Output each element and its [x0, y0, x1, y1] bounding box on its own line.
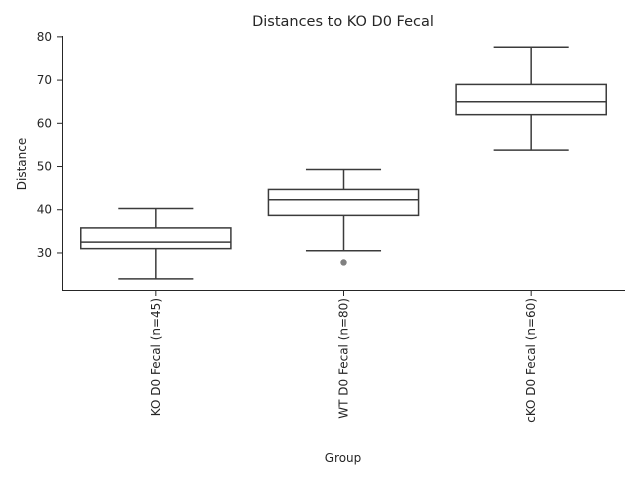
y-tick-label: 40: [37, 203, 52, 217]
y-tick: 50: [37, 160, 62, 174]
y-tick: 70: [37, 73, 62, 87]
y-tick-label: 70: [37, 73, 52, 87]
box-group: [80, 207, 232, 280]
x-tick: cKO D0 Fecal (n=60): [524, 291, 538, 423]
y-tick-labels: 30 40 50 60 70 80: [37, 30, 62, 260]
y-tick: 40: [37, 203, 62, 217]
box-group: [455, 46, 607, 151]
y-tick: 30: [37, 246, 62, 260]
chart-title: Distances to KO D0 Fecal: [252, 14, 434, 30]
y-tick: 60: [37, 116, 62, 130]
outlier-point: [340, 259, 347, 266]
box-rect: [455, 83, 607, 116]
y-tick-label: 30: [37, 246, 52, 260]
plot-area: [80, 46, 607, 280]
box-rect: [80, 227, 232, 250]
y-tick-label: 60: [37, 116, 52, 130]
box-rect: [267, 188, 420, 217]
y-axis-label: Distance: [15, 138, 29, 190]
y-tick-label: 50: [37, 160, 52, 174]
x-axis-label: Group: [325, 451, 362, 465]
x-tick: KO D0 Fecal (n=45): [149, 291, 163, 416]
x-tick-label: WT D0 Fecal (n=80): [337, 298, 351, 419]
x-tick-label: KO D0 Fecal (n=45): [149, 298, 163, 416]
y-tick-label: 80: [37, 30, 52, 44]
x-tick: WT D0 Fecal (n=80): [337, 291, 351, 419]
x-tick-labels: KO D0 Fecal (n=45) WT D0 Fecal (n=80) cKO …: [149, 291, 538, 423]
box-group: [267, 168, 420, 266]
x-tick-label: cKO D0 Fecal (n=60): [524, 298, 538, 423]
y-tick: 80: [37, 30, 62, 44]
